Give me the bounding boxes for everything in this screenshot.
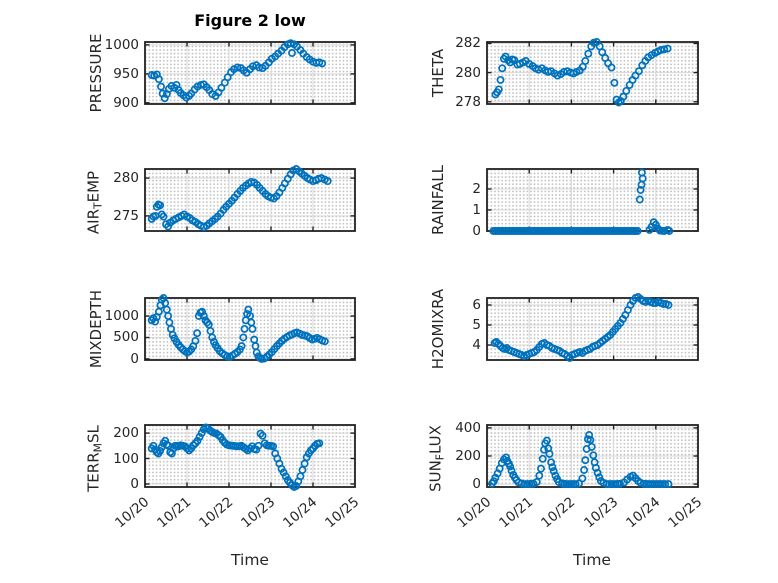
scatter-series-RAINFALL xyxy=(489,168,674,235)
ylabel-subscript: T xyxy=(91,202,105,209)
axis-ticks-THETA xyxy=(487,42,698,104)
ytick-label-MIXDEPTH: 0 xyxy=(130,350,139,367)
axis-box-MIXDEPTH xyxy=(144,297,356,361)
scatter-series-TERR_MSL xyxy=(147,423,324,491)
ytick-label-H2OMIXRA: 5 xyxy=(472,317,481,333)
scatter-series-THETA xyxy=(491,38,672,107)
xtick-label: 10/22 xyxy=(196,494,237,532)
ytick-label-RAINFALL: 2 xyxy=(472,180,481,197)
minor-grid-RAINFALL xyxy=(488,170,697,230)
ytick-label-THETA: 278 xyxy=(455,93,481,110)
ytick-label-SUN_FLUX: 0 xyxy=(472,476,481,493)
ylabel-subscript: M xyxy=(91,443,105,453)
axis-box-PRESSURE xyxy=(144,41,356,105)
major-grid-THETA xyxy=(487,42,698,104)
axis-box-AIR_TEMP xyxy=(144,168,356,232)
ytick-label-TERR_MSL: 0 xyxy=(130,475,139,492)
xtick-label: 10/25 xyxy=(322,494,363,532)
ytick-label-TERR_MSL: 200 xyxy=(113,425,139,442)
xaxis-label-left: Time xyxy=(231,551,269,569)
xtick-label: 10/22 xyxy=(538,494,579,532)
xtick-label: 10/24 xyxy=(280,494,321,532)
ytick-label-RAINFALL: 0 xyxy=(472,223,481,239)
ytick-label-H2OMIXRA: 6 xyxy=(472,297,481,313)
xtick-label: 10/21 xyxy=(154,494,195,532)
major-grid-TERR_MSL xyxy=(145,425,355,487)
xtick-label: 10/25 xyxy=(665,494,706,532)
ytick-label-AIR_TEMP: 280 xyxy=(113,170,139,187)
xtick-label: 10/23 xyxy=(580,494,621,532)
axis-ticks-TERR_MSL xyxy=(145,425,355,487)
axis-box-H2OMIXRA xyxy=(486,297,699,361)
ytick-label-PRESSURE: 900 xyxy=(113,94,139,111)
ylabel-text: TERR xyxy=(84,452,103,492)
axis-box-TERR_MSL xyxy=(144,424,356,488)
scatter-series-H2OMIXRA xyxy=(490,293,673,362)
axis-ticks-AIR_TEMP xyxy=(145,169,355,231)
ytick-label-PRESSURE: 1000 xyxy=(104,36,139,53)
ytick-label-MIXDEPTH: 500 xyxy=(113,329,139,346)
ytick-label-MIXDEPTH: 1000 xyxy=(104,308,139,325)
ytick-label-H2OMIXRA: 4 xyxy=(472,337,481,353)
xaxis-label-right: Time xyxy=(573,551,611,569)
ytick-label-SUN_FLUX: 200 xyxy=(455,448,481,464)
ytick-label-SUN_FLUX: 400 xyxy=(455,419,481,436)
ylabel-text: LUX xyxy=(426,425,445,454)
scatter-series-AIR_TEMP xyxy=(147,165,332,232)
scatter-series-SUN_FLUX xyxy=(488,431,673,489)
xtick-label: 10/23 xyxy=(238,494,279,532)
ylabel-text: SUN xyxy=(426,460,445,492)
ytick-label-RAINFALL: 1 xyxy=(472,201,481,218)
axis-ticks-H2OMIXRA xyxy=(487,298,698,360)
ylabel-subscript: F xyxy=(433,453,447,461)
ytick-label-PRESSURE: 950 xyxy=(113,65,139,82)
ytick-label-THETA: 282 xyxy=(455,35,481,52)
ytick-label-THETA: 280 xyxy=(455,64,481,81)
ytick-label-TERR_MSL: 100 xyxy=(113,450,139,467)
scatter-series-PRESSURE xyxy=(147,39,327,103)
ytick-label-AIR_TEMP: 275 xyxy=(113,207,139,224)
figure-title: Figure 2 low xyxy=(194,11,306,30)
scatter-series-MIXDEPTH xyxy=(147,294,329,363)
ylabel-text: EMP xyxy=(84,170,103,203)
minor-grid-TERR_MSL xyxy=(146,426,354,486)
ylabel-text: SL xyxy=(84,425,103,444)
